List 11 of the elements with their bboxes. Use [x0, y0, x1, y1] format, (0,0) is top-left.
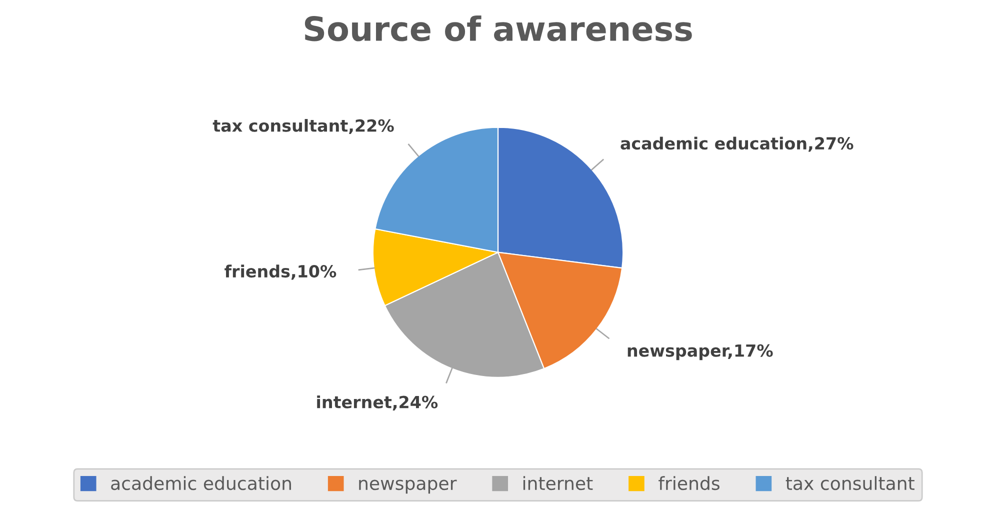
legend-label: newspaper [359, 480, 457, 494]
data-label: friends,10% [224, 264, 336, 280]
legend-label: internet [523, 476, 593, 490]
data-label: newspaper,17% [628, 344, 773, 360]
data-label: internet,24% [317, 395, 438, 410]
chart-title: Source of awareness [304, 15, 692, 42]
data-label: tax consultant,22% [212, 119, 394, 134]
data-label: academic education,27% [620, 136, 854, 152]
legend-label: academic education [111, 476, 291, 490]
legend-label: friends [658, 476, 720, 490]
legend-label: tax consultant [786, 476, 914, 490]
